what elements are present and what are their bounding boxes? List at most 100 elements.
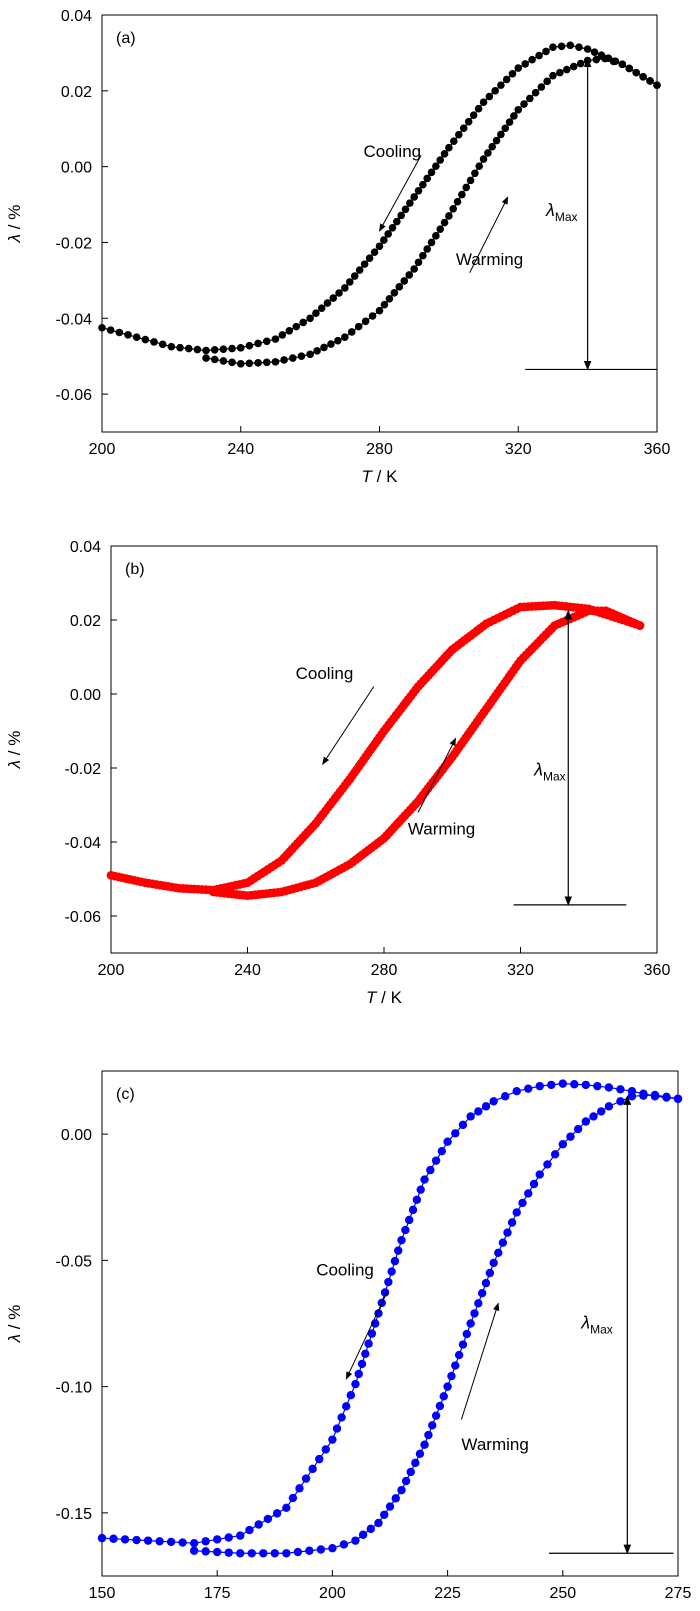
warming-arrow: [417, 737, 457, 813]
x-tick-label: 175: [204, 1585, 231, 1602]
cooling-arrow: [345, 1290, 389, 1380]
data-point: [328, 1544, 337, 1553]
data-point: [419, 180, 427, 189]
data-point: [526, 94, 534, 103]
x-tick-label: 360: [644, 441, 671, 458]
data-point: [423, 174, 431, 183]
data-point: [282, 1549, 291, 1558]
data-point: [508, 69, 517, 78]
data-point: [431, 1411, 441, 1420]
data-point: [397, 1235, 406, 1245]
warming-arrow: [460, 1302, 500, 1420]
warming-label: Warming: [461, 1435, 528, 1454]
data-point: [423, 245, 431, 253]
data-point: [424, 1430, 433, 1440]
data-point: [454, 1350, 464, 1360]
data-point: [365, 254, 374, 262]
data-point: [502, 75, 511, 84]
data-point: [458, 1120, 468, 1130]
data-point: [295, 1484, 304, 1493]
data-point: [329, 294, 338, 302]
data-point: [479, 155, 488, 163]
data-point: [543, 77, 551, 86]
data-point: [224, 1548, 233, 1557]
data-point: [405, 271, 414, 279]
data-point: [479, 98, 488, 106]
y-tick-label: 0.00: [70, 687, 101, 704]
y-tick-label: 0.02: [70, 613, 101, 630]
panel-label: (c): [116, 1086, 135, 1103]
cooling-label: Cooling: [316, 1261, 374, 1280]
data-point: [440, 218, 449, 227]
data-point: [263, 1514, 273, 1524]
data-point: [328, 1435, 337, 1444]
data-point: [459, 124, 468, 132]
data-point: [453, 197, 462, 206]
series-cooling: [106, 600, 645, 895]
data-point: [593, 1081, 602, 1091]
data-point: [466, 1319, 475, 1328]
data-point: [201, 1537, 210, 1546]
data-point: [120, 1535, 130, 1544]
data-point: [432, 232, 440, 240]
data-point: [98, 323, 106, 332]
data-point: [469, 111, 478, 119]
data-point: [497, 81, 505, 89]
data-point: [632, 68, 640, 77]
data-point: [535, 1081, 544, 1091]
data-point: [210, 346, 219, 354]
data-point: [590, 48, 599, 56]
data-point: [406, 1467, 415, 1477]
data-point: [254, 359, 262, 367]
series-line: [101, 1083, 679, 1544]
y-tick-label: 0.02: [61, 84, 92, 101]
data-point: [524, 1189, 533, 1198]
x-tick-label: 320: [507, 962, 534, 979]
data-point: [583, 45, 592, 53]
data-point: [458, 1340, 468, 1349]
plot-frame: [101, 1070, 679, 1577]
y-tick-label: -0.06: [65, 909, 102, 926]
data-point: [408, 1205, 418, 1215]
data-point: [618, 60, 627, 69]
data-point: [639, 72, 647, 81]
data-point: [405, 1215, 414, 1225]
data-point: [351, 1379, 360, 1389]
data-point: [414, 187, 423, 195]
data-point: [228, 358, 236, 367]
data-point: [124, 331, 132, 339]
data-point: [616, 1097, 625, 1106]
lambda-max-label: λMax: [533, 759, 566, 783]
data-point: [616, 1085, 625, 1094]
data-point: [514, 64, 523, 72]
data-point: [141, 335, 150, 344]
x-axis-title: T / K: [366, 988, 403, 1007]
panel-label: (a): [116, 30, 136, 47]
data-point: [321, 1445, 331, 1454]
data-point: [494, 1248, 503, 1258]
data-point: [427, 168, 436, 177]
warming-label: Warming: [408, 820, 475, 839]
data-point: [474, 1107, 483, 1116]
data-point: [570, 1080, 579, 1089]
data-point: [297, 352, 306, 360]
data-point: [581, 1117, 591, 1126]
data-point: [401, 1225, 410, 1235]
data-point: [236, 1531, 245, 1540]
data-point: [299, 318, 307, 327]
data-point: [410, 265, 418, 273]
data-point: [213, 1547, 222, 1557]
data-point: [213, 1535, 222, 1544]
data-point: [176, 343, 184, 352]
x-tick-label: 320: [505, 441, 532, 458]
data-point: [566, 1132, 575, 1141]
data-point: [563, 65, 571, 74]
data-point: [355, 266, 364, 274]
data-point: [167, 342, 176, 351]
data-point: [219, 357, 228, 365]
y-tick-label: -0.02: [56, 235, 93, 252]
data-point: [498, 1238, 508, 1247]
data-point: [510, 112, 518, 120]
data-point: [542, 47, 550, 56]
data-point: [115, 328, 124, 337]
